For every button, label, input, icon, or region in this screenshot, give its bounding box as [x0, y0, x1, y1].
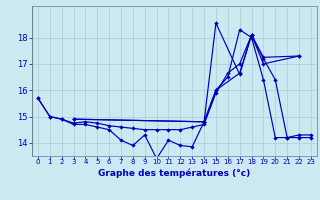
X-axis label: Graphe des températures (°c): Graphe des températures (°c)	[98, 168, 251, 178]
